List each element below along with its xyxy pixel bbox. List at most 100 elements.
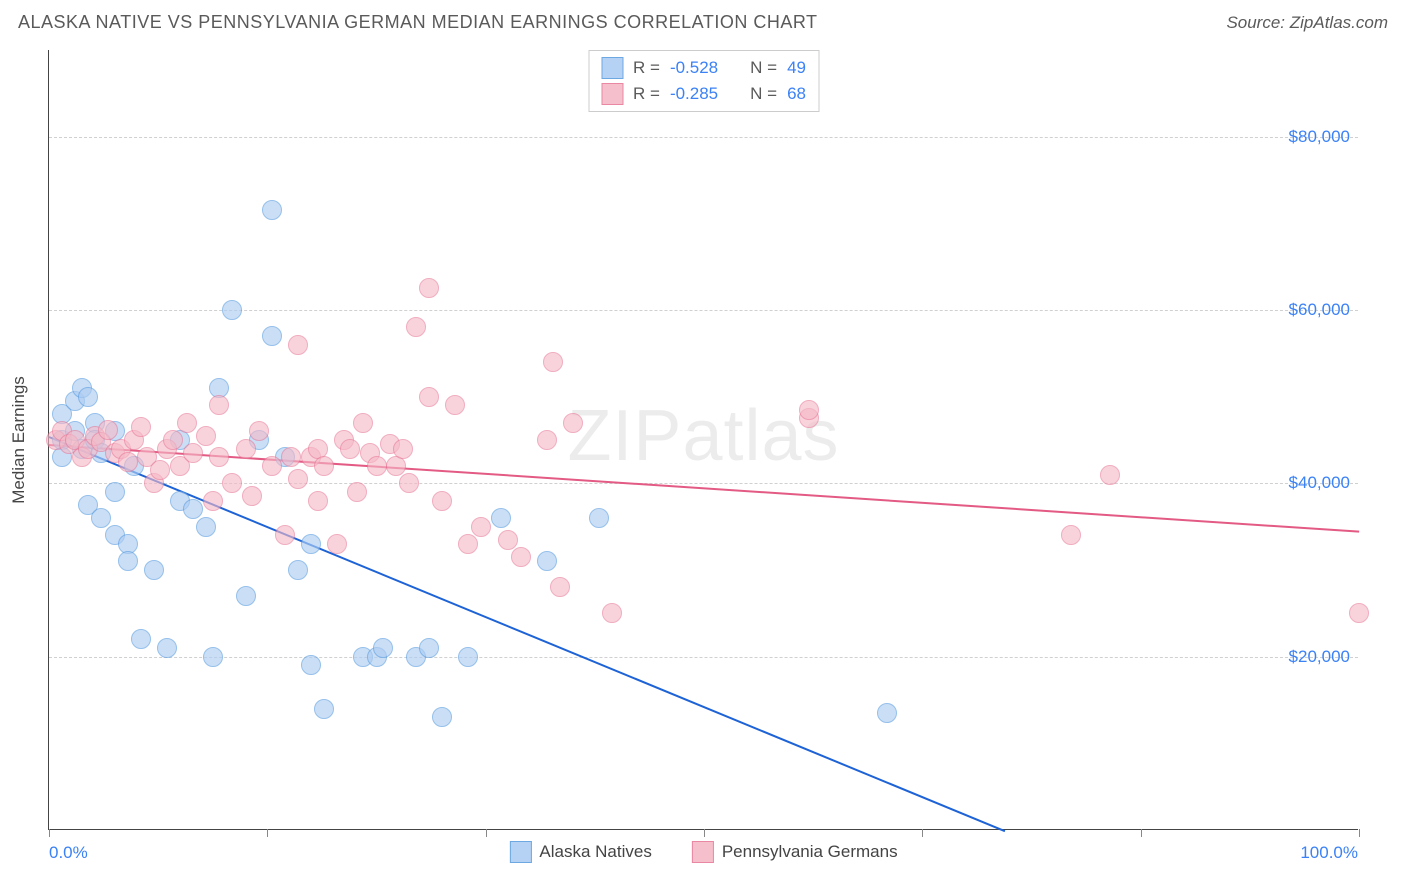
data-point-penn_german [222, 473, 242, 493]
legend-series-name: Pennsylvania Germans [722, 842, 898, 862]
data-point-penn_german [432, 491, 452, 511]
y-tick-label: $20,000 [1289, 647, 1350, 667]
legend-top-row-penn_german: R = -0.285 N = 68 [601, 81, 806, 107]
x-tick [1141, 829, 1142, 837]
data-point-alaska [432, 707, 452, 727]
data-point-alaska [118, 551, 138, 571]
legend-n-value: 68 [787, 84, 806, 104]
data-point-penn_german [177, 413, 197, 433]
data-point-penn_german [419, 387, 439, 407]
data-point-alaska [222, 300, 242, 320]
data-point-penn_german [236, 439, 256, 459]
data-point-alaska [144, 560, 164, 580]
data-point-alaska [196, 517, 216, 537]
data-point-alaska [537, 551, 557, 571]
data-point-alaska [314, 699, 334, 719]
gridline [49, 137, 1358, 138]
legend-top-row-alaska: R = -0.528 N = 49 [601, 55, 806, 81]
data-point-penn_german [458, 534, 478, 554]
data-point-penn_german [242, 486, 262, 506]
data-point-alaska [157, 638, 177, 658]
data-point-penn_german [386, 456, 406, 476]
legend-bottom: Alaska Natives Pennsylvania Germans [509, 841, 897, 863]
data-point-alaska [105, 482, 125, 502]
data-point-penn_german [288, 469, 308, 489]
data-point-penn_german [543, 352, 563, 372]
y-tick-label: $80,000 [1289, 127, 1350, 147]
chart-title: ALASKA NATIVE VS PENNSYLVANIA GERMAN MED… [18, 12, 818, 33]
y-axis-title: Median Earnings [9, 376, 29, 504]
data-point-penn_german [399, 473, 419, 493]
data-point-alaska [183, 499, 203, 519]
x-tick [49, 829, 50, 837]
legend-bottom-item-alaska: Alaska Natives [509, 841, 651, 863]
data-point-alaska [288, 560, 308, 580]
data-point-penn_german [471, 517, 491, 537]
data-point-penn_german [118, 452, 138, 472]
data-point-penn_german [281, 447, 301, 467]
data-point-penn_german [550, 577, 570, 597]
data-point-penn_german [308, 491, 328, 511]
data-point-alaska [589, 508, 609, 528]
legend-r-value: -0.528 [670, 58, 718, 78]
data-point-penn_german [602, 603, 622, 623]
data-point-penn_german [406, 317, 426, 337]
data-point-penn_german [563, 413, 583, 433]
y-tick-label: $60,000 [1289, 300, 1350, 320]
chart-plot-area: Median Earnings ZIPatlas R =-0.528N =49R… [48, 50, 1358, 830]
legend-n-value: 49 [787, 58, 806, 78]
data-point-alaska [236, 586, 256, 606]
legend-top-box: R = -0.528 N = 49 R = -0.285 N = 68 [588, 50, 819, 112]
x-tick [1359, 829, 1360, 837]
data-point-alaska [301, 534, 321, 554]
x-tick [704, 829, 705, 837]
data-point-alaska [491, 508, 511, 528]
legend-n-label: N = [750, 84, 777, 104]
data-point-penn_german [209, 395, 229, 415]
legend-swatch-icon [601, 83, 623, 105]
gridline [49, 657, 1358, 658]
data-point-alaska [458, 647, 478, 667]
data-point-penn_german [150, 460, 170, 480]
data-point-penn_german [340, 439, 360, 459]
x-tick [922, 829, 923, 837]
data-point-alaska [78, 387, 98, 407]
legend-swatch-icon [509, 841, 531, 863]
data-point-penn_german [537, 430, 557, 450]
data-point-penn_german [163, 430, 183, 450]
y-tick-label: $40,000 [1289, 473, 1350, 493]
data-point-penn_german [511, 547, 531, 567]
data-point-alaska [203, 647, 223, 667]
x-tick [486, 829, 487, 837]
data-point-penn_german [314, 456, 334, 476]
data-point-alaska [91, 508, 111, 528]
legend-r-label: R = [633, 84, 660, 104]
data-point-penn_german [98, 420, 118, 440]
gridline [49, 310, 1358, 311]
legend-r-value: -0.285 [670, 84, 718, 104]
legend-n-label: N = [750, 58, 777, 78]
data-point-penn_german [1349, 603, 1369, 623]
legend-bottom-item-penn_german: Pennsylvania Germans [692, 841, 898, 863]
legend-series-name: Alaska Natives [539, 842, 651, 862]
data-point-penn_german [183, 443, 203, 463]
data-point-alaska [131, 629, 151, 649]
data-point-alaska [877, 703, 897, 723]
trend-line-alaska [49, 436, 1006, 832]
data-point-penn_german [131, 417, 151, 437]
data-point-penn_german [1061, 525, 1081, 545]
gridline [49, 483, 1358, 484]
data-point-penn_german [249, 421, 269, 441]
data-point-alaska [262, 200, 282, 220]
data-point-penn_german [196, 426, 216, 446]
x-axis-label-min: 0.0% [49, 843, 88, 863]
data-point-penn_german [203, 491, 223, 511]
data-point-penn_german [445, 395, 465, 415]
data-point-penn_german [393, 439, 413, 459]
data-point-penn_german [367, 456, 387, 476]
data-point-penn_german [347, 482, 367, 502]
data-point-penn_german [275, 525, 295, 545]
data-point-penn_german [209, 447, 229, 467]
data-point-penn_german [353, 413, 373, 433]
legend-r-label: R = [633, 58, 660, 78]
